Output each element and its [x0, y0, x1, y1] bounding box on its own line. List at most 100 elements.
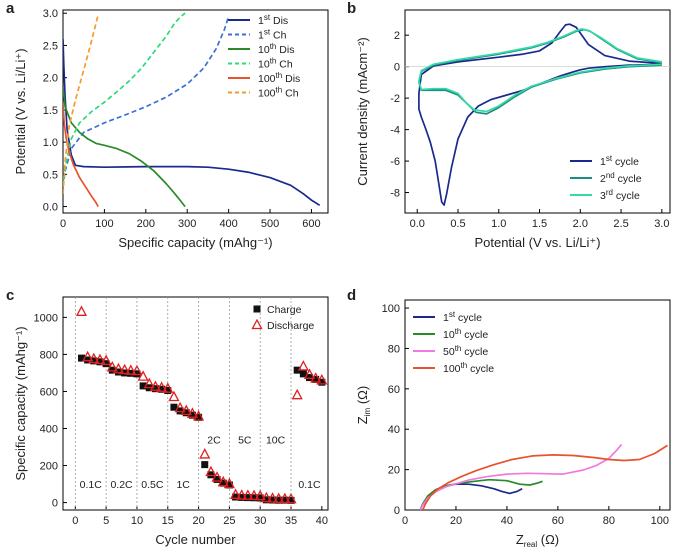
x-tick-label: 0 [402, 515, 408, 527]
series-line-1st-ch [63, 16, 230, 188]
legend-label: 100th cycle [443, 361, 494, 375]
y-tick-label: 40 [388, 424, 400, 436]
legend-label-rest: cycle [467, 363, 494, 375]
discharge-point [217, 475, 229, 487]
discharge-point [297, 360, 309, 371]
x-tick-label: 20 [450, 515, 462, 527]
x-tick-label: 2.5 [613, 218, 628, 230]
charge-point [114, 368, 122, 376]
rate-label: 0.1C [80, 479, 103, 491]
legend-label-num: 10 [258, 44, 270, 56]
x-tick-label: 40 [501, 515, 513, 527]
charge-point [170, 403, 178, 411]
legend-label-num: 1 [443, 312, 449, 324]
y-axis-label: Potential (V vs. Li/Li⁺) [13, 48, 28, 174]
discharge-point [82, 350, 94, 362]
legend-label-num: 10 [443, 329, 455, 341]
discharge-point [193, 410, 205, 421]
charge-point [219, 479, 227, 487]
legend-label: 1st Dis [258, 13, 288, 27]
charge-point [127, 369, 135, 377]
legend-label: 10th Ch [258, 57, 293, 71]
legend-label: 50th cycle [443, 344, 488, 358]
y-tick-label: 0 [394, 62, 400, 74]
y-axis-label-unit: (Ω) [355, 386, 370, 408]
discharge-point [211, 471, 223, 482]
y-tick-label: 1.5 [43, 105, 58, 117]
plot-frame [404, 299, 671, 511]
discharge-point [223, 477, 235, 489]
panel-c: c0 5 10 15 20 25 30 35 4002004006008001000Cycle … [6, 287, 329, 547]
charge-point [84, 356, 92, 364]
charge-point [293, 366, 301, 374]
x-tick-label: 1.5 [532, 218, 547, 230]
x-tick-label: 25 [223, 515, 235, 527]
discharge-point [168, 390, 180, 402]
charge-point [287, 496, 295, 504]
x-axis-label-main: Z [516, 532, 524, 547]
charge-point [158, 385, 166, 393]
y-tick-label: 600 [40, 386, 58, 398]
rate-label: 1C [176, 479, 190, 491]
charge-point [121, 369, 129, 377]
legend-label-num: 50 [443, 346, 455, 358]
charge-point [164, 387, 172, 395]
charge-point [306, 374, 314, 382]
series-line-100th-ch [63, 14, 100, 194]
x-tick-label: 500 [261, 218, 279, 230]
y-axis-label: Zim (Ω) [355, 386, 372, 424]
legend-label: 100th Dis [258, 71, 300, 85]
discharge-point [119, 363, 131, 375]
charge-point [281, 496, 289, 504]
x-axis-label: Cycle number [155, 532, 236, 547]
y-axis-label: Current density (mAcm⁻²) [355, 37, 370, 185]
charge-point [90, 357, 98, 365]
discharge-point [229, 488, 242, 499]
charge-point [77, 354, 85, 362]
legend-label-num: 1 [258, 15, 264, 27]
plot-frame [62, 296, 329, 511]
x-axis-label: Specific capacity (mAhg⁻¹) [118, 235, 272, 250]
legend-label-num: 100 [258, 73, 276, 85]
rate-label: 5C [238, 435, 252, 447]
legend-swatch [253, 305, 261, 313]
panel-label: d [347, 287, 356, 304]
plot-area [419, 443, 668, 510]
legend-label-sup: th [455, 344, 462, 353]
x-tick-label: 10 [131, 515, 143, 527]
legend-label-rest: Dis [282, 73, 300, 85]
charge-point [176, 407, 184, 415]
discharge-point [248, 489, 260, 501]
x-tick-label: 600 [302, 218, 320, 230]
legend-label: Discharge [267, 320, 314, 332]
legend-label: 10th cycle [443, 327, 488, 341]
x-axis-label-sub: real [524, 540, 538, 549]
series-line-2nd-cycle [418, 28, 662, 115]
discharge-point [310, 372, 322, 383]
y-tick-label: -2 [390, 93, 400, 105]
legend-label: Charge [267, 304, 302, 316]
plot-area [63, 12, 321, 208]
charge-point [262, 496, 270, 504]
panel-b: b 0.0 0.5 1.0 1.5 2.0 2.5 3.0 -8 -6 -4 -2 0 2 Potentia… [347, 0, 671, 250]
y-tick-label: 80 [388, 343, 400, 355]
discharge-point [236, 489, 248, 500]
plot-area [74, 297, 328, 510]
x-tick-label: 100 [95, 218, 113, 230]
panel-label: c [6, 287, 14, 304]
charge-point [201, 461, 209, 469]
y-tick-label: 1000 [34, 312, 58, 324]
y-tick-label: -8 [390, 188, 400, 200]
x-tick-label: 0.0 [410, 218, 425, 230]
series-line-100th-cycle [422, 444, 668, 510]
panel-a: a 0 100 200 300 400 500 600 0.0 0.5 1.0 1.5 2.0 2.5 3.… [6, 0, 329, 250]
x-tick-label: 0 [60, 218, 66, 230]
series-line-10th-cycle [419, 478, 543, 510]
y-tick-label: 3.0 [43, 8, 58, 20]
legend-label-rest: cycle [613, 190, 640, 202]
charge-point [225, 481, 233, 489]
charge-point [213, 475, 221, 483]
y-tick-label: 0.5 [43, 169, 58, 181]
discharge-point [106, 360, 118, 372]
